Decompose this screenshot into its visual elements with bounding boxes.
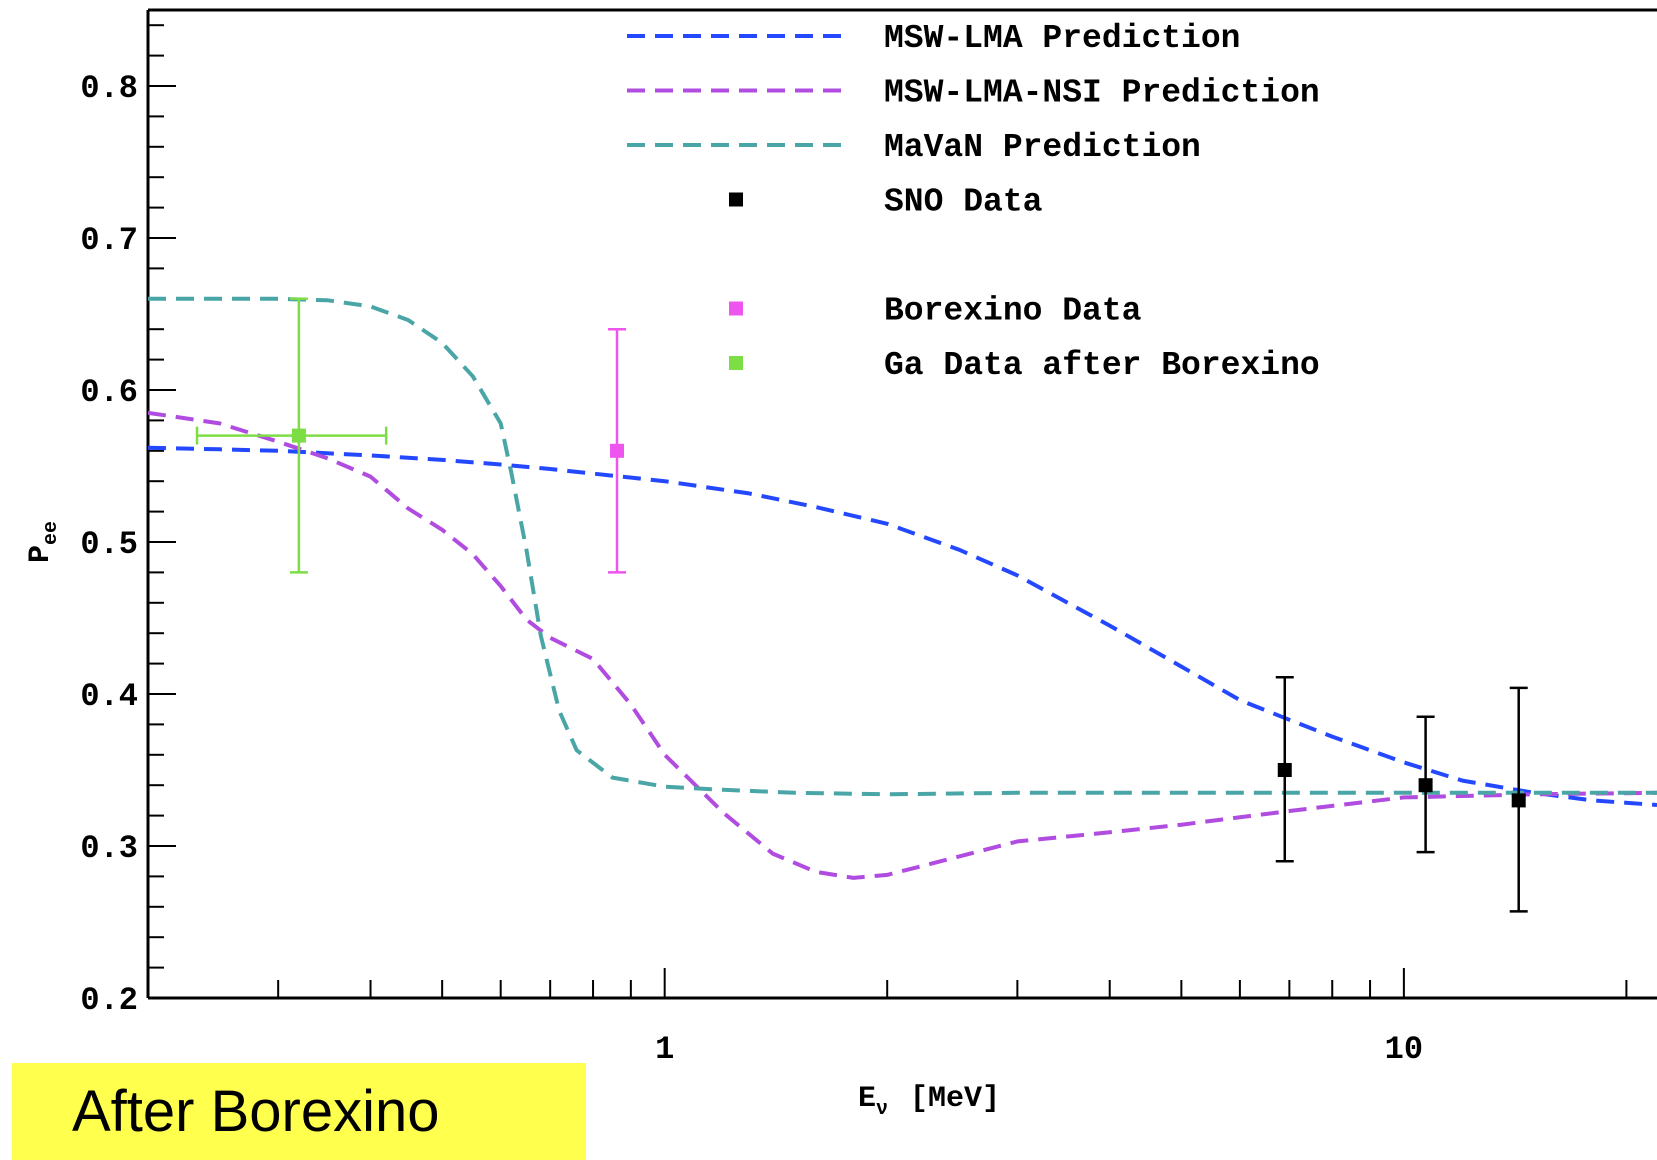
- legend-marker-swatch: [729, 356, 743, 370]
- y-axis-label: Pee: [24, 521, 63, 563]
- legend-entry: Borexino Data: [729, 293, 1141, 330]
- legend-label: Ga Data after Borexino: [884, 347, 1320, 384]
- y-tick-label: 0.6: [80, 374, 138, 411]
- legend-label: MSW-LMA-NSI Prediction: [884, 75, 1320, 112]
- x-tick-label: 1: [655, 1031, 674, 1068]
- marker: [291, 428, 306, 443]
- marker: [1277, 763, 1292, 777]
- legend-label: Borexino Data: [884, 293, 1141, 330]
- x-axis-label-symbol: E: [858, 1082, 876, 1116]
- x-axis-label-unit: [MeV]: [910, 1082, 1000, 1116]
- legend-label: MaVaN Prediction: [884, 129, 1201, 166]
- mavan-curve: [148, 296, 1657, 797]
- borexino-data-point: [608, 327, 627, 574]
- y-tick-label: 0.8: [80, 70, 138, 107]
- marker: [1418, 778, 1433, 793]
- axes: 0.2 0.3 0.4 0.5 0.6 0.7 0.8 1 10: [80, 8, 1657, 1068]
- x-tick-label: 10: [1385, 1031, 1423, 1068]
- legend-entry: MSW-LMA-NSI Prediction: [627, 75, 1320, 112]
- legend-entry: MaVaN Prediction: [627, 129, 1201, 166]
- y-tick-label: 0.3: [80, 830, 138, 867]
- sno-data-point: [1416, 715, 1435, 854]
- axis-labels: Eν [MeV] Pee: [24, 521, 1000, 1121]
- prediction-curves: [148, 296, 1657, 880]
- after-borexino-banner: After Borexino: [12, 1063, 586, 1160]
- sno-data-point: [1509, 686, 1528, 913]
- legend-marker-swatch: [729, 192, 743, 207]
- legend-label: MSW-LMA Prediction: [884, 20, 1240, 57]
- y-tick-label: 0.2: [80, 982, 138, 1019]
- y-axis-label-subscript: ee: [40, 521, 63, 545]
- marker: [1511, 793, 1526, 808]
- legend-entry: SNO Data: [729, 184, 1042, 221]
- y-axis-label-symbol: P: [24, 545, 58, 563]
- x-axis-label: Eν [MeV]: [858, 1082, 1000, 1121]
- x-axis-label-subscript: ν: [876, 1098, 888, 1121]
- legend-entry: MSW-LMA Prediction: [627, 20, 1240, 57]
- marker: [610, 443, 625, 458]
- legend-entry: Ga Data after Borexino: [729, 347, 1320, 384]
- y-tick-label: 0.5: [80, 526, 138, 563]
- y-tick-label: 0.4: [80, 678, 138, 715]
- sno-data-point: [1275, 676, 1294, 863]
- msw-lma-curve: [148, 445, 1657, 807]
- msw-lma-nsi-curve: [148, 410, 1657, 880]
- legend-label: SNO Data: [884, 184, 1042, 221]
- data-points: [195, 297, 1528, 913]
- ga-data-point: [195, 297, 388, 574]
- legend: MSW-LMA Prediction MSW-LMA-NSI Prediction…: [627, 20, 1320, 384]
- legend-marker-swatch: [729, 301, 743, 316]
- y-tick-label: 0.7: [80, 222, 138, 259]
